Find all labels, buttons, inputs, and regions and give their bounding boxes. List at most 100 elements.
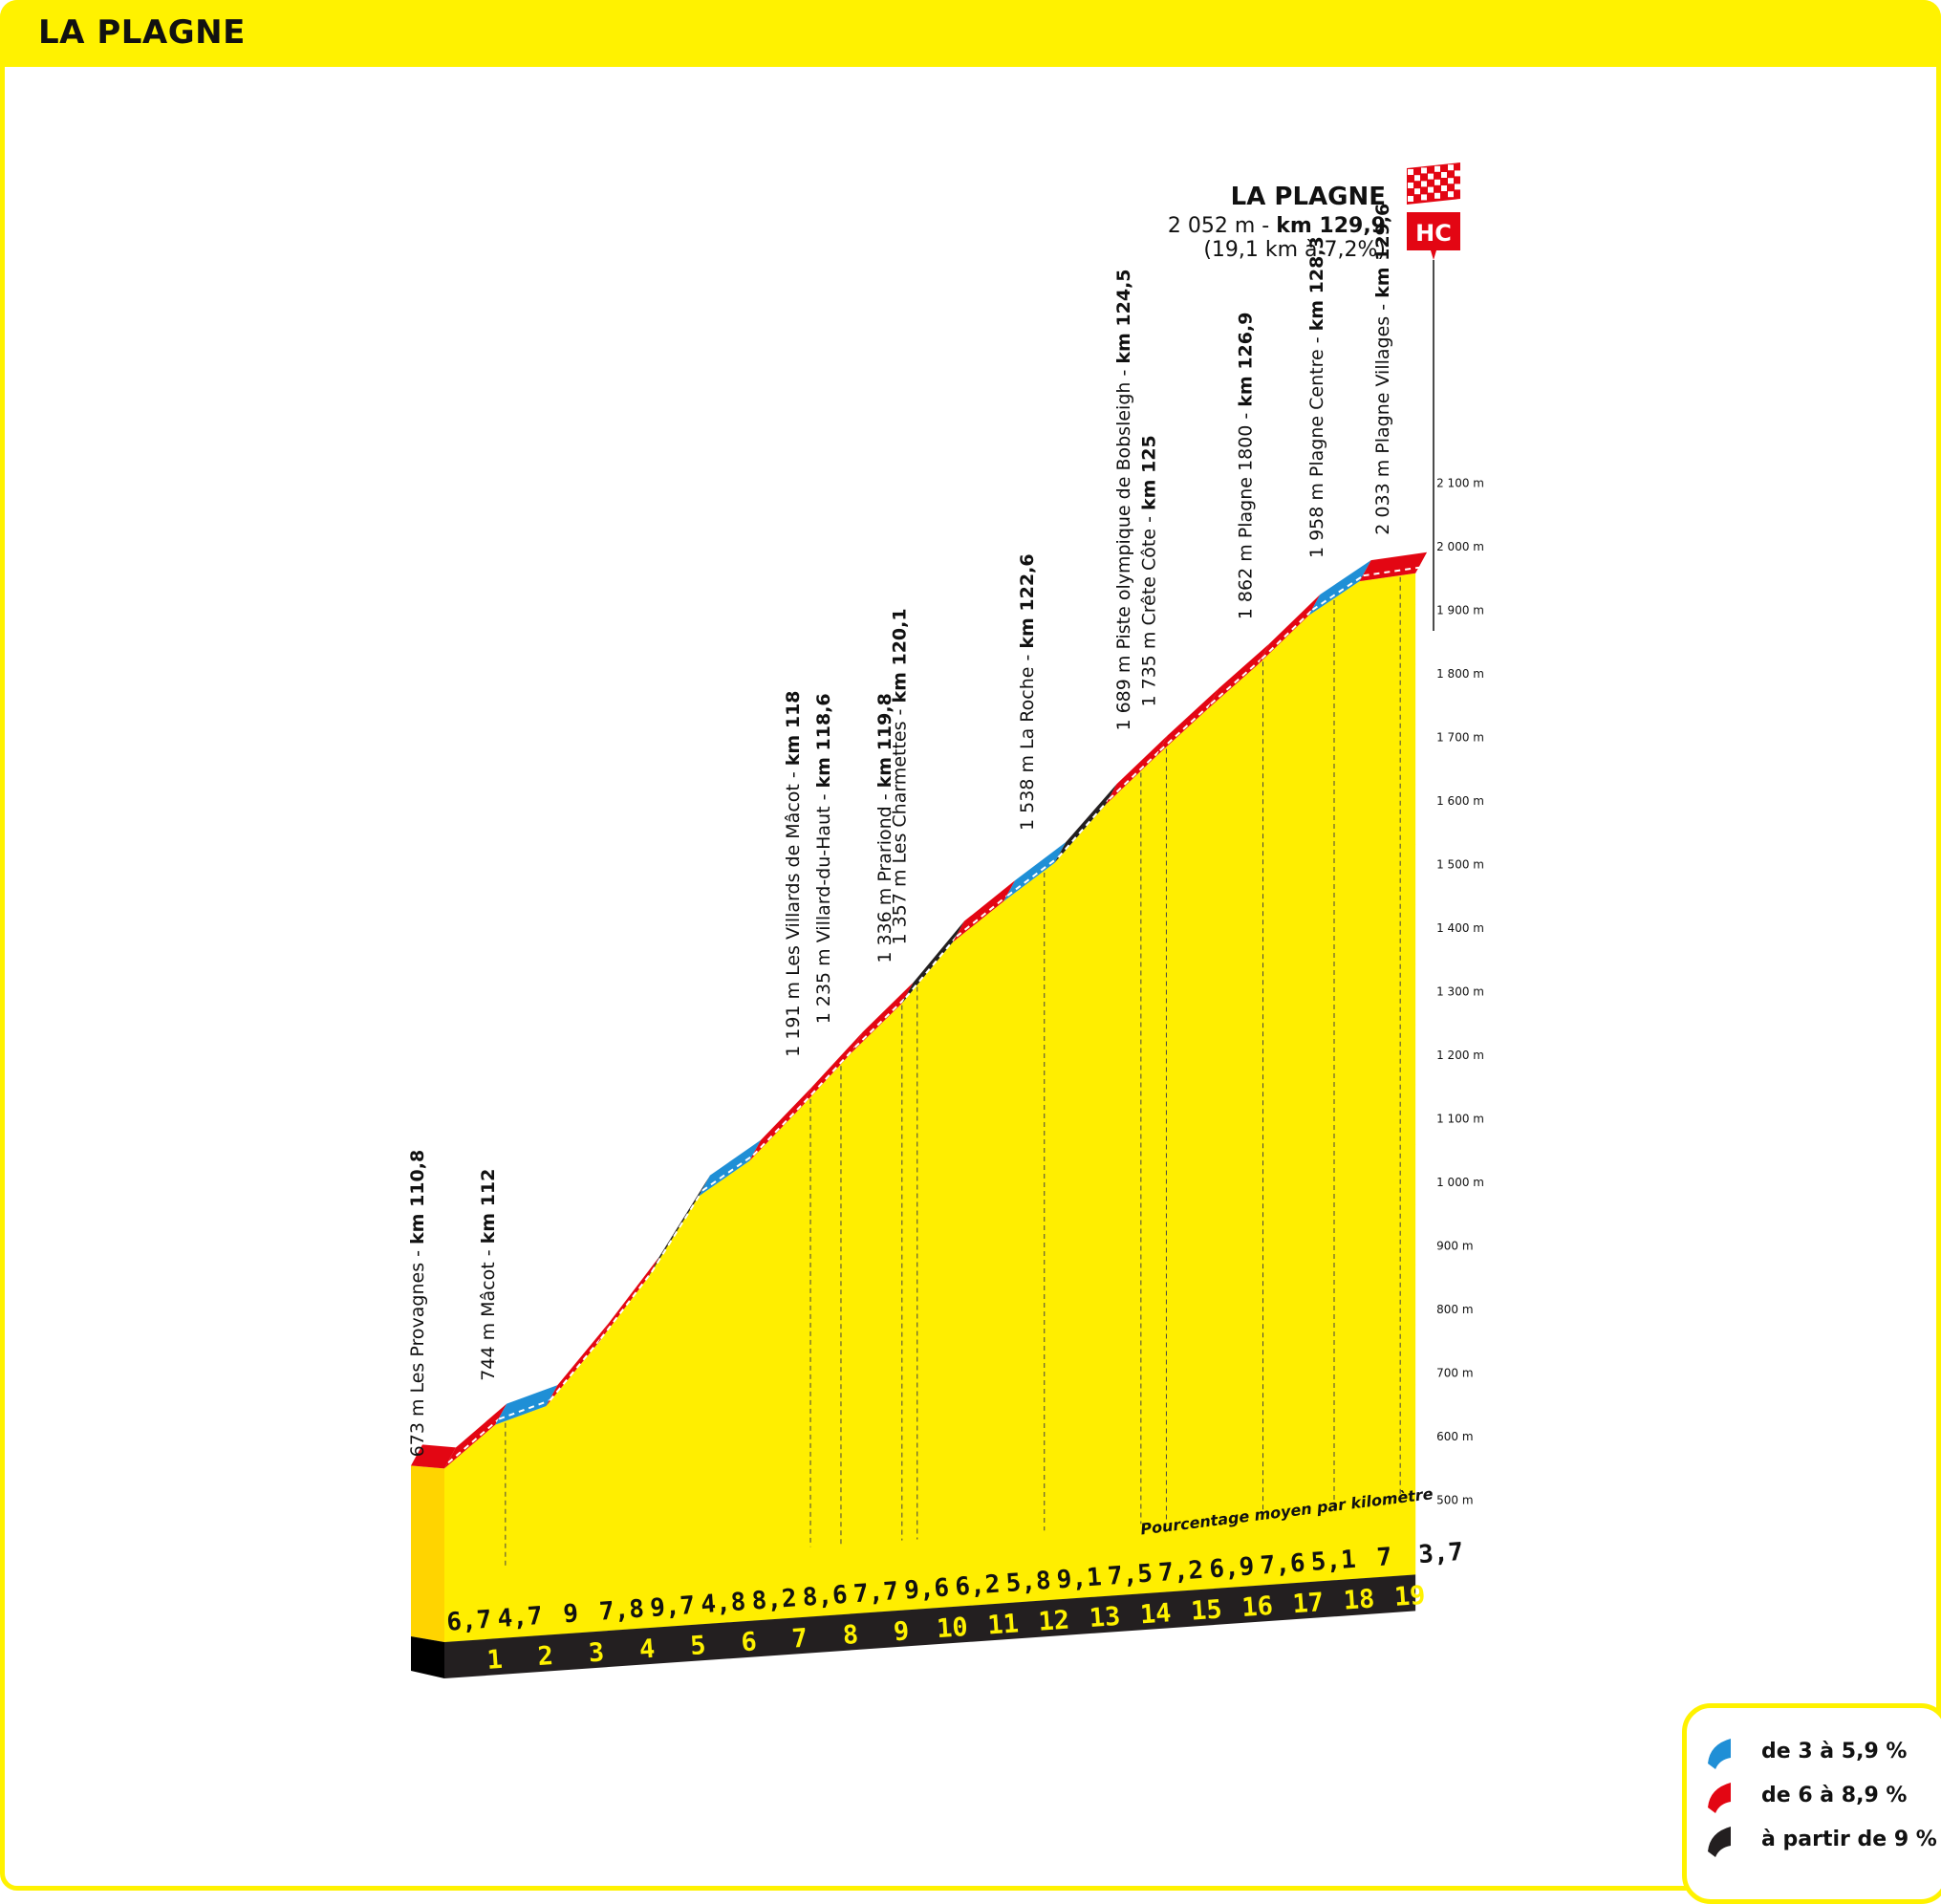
ribbon-segment — [901, 920, 964, 1004]
gradient-value: 6,2 — [954, 1570, 1001, 1602]
waypoint-name: 673 m Les Provagnes - — [407, 1244, 428, 1457]
legend-label: de 3 à 5,9 % — [1761, 1740, 1907, 1763]
gradient-value: 7,5 — [1107, 1560, 1154, 1591]
gradient-value: 9,6 — [903, 1573, 950, 1605]
km-marker: 11 — [986, 1609, 1020, 1640]
summit-climb-stats: (19,1 km à 7,2%) — [1203, 238, 1386, 262]
flag-check — [1421, 181, 1427, 187]
flag-check — [1434, 179, 1440, 185]
y-tick-label: 1 200 m — [1436, 1049, 1484, 1062]
waypoint-label: 1 862 m Plagne 1800 - km 126,9 — [1236, 313, 1257, 620]
flag-check — [1455, 184, 1460, 190]
y-tick-label: 600 m — [1436, 1430, 1473, 1443]
ribbon-dash — [650, 1190, 703, 1273]
km-marker: 2 — [537, 1641, 554, 1672]
waypoint-name: 1 958 m Plagne Centre - — [1306, 331, 1327, 558]
gradient-value: 9,1 — [1056, 1563, 1103, 1594]
waypoint-label: 1 958 m Plagne Centre - km 128,3 — [1306, 236, 1327, 558]
km-marker: 17 — [1292, 1588, 1326, 1619]
y-tick-label: 700 m — [1436, 1366, 1473, 1379]
ribbon-segment — [1054, 784, 1117, 863]
waypoint-name: 1 689 m Piste olympique de Bobsleigh - — [1113, 364, 1134, 731]
km-band — [444, 1574, 1416, 1678]
y-tick-label: 1 900 m — [1436, 603, 1484, 617]
waypoint-labels: 673 m Les Provagnes - km 110,8 744 m Mâco… — [407, 204, 1393, 1458]
waypoint-label: 1 336 m Prariond - km 119,8 — [874, 693, 895, 963]
waypoint-label: 1 538 m La Roche - km 122,6 — [1017, 553, 1038, 831]
blue-swatch-icon — [1708, 1739, 1731, 1769]
y-tick-label: 2 000 m — [1436, 540, 1484, 553]
gradient-value: 8,2 — [751, 1584, 798, 1615]
waypoint-name: 2 033 m Plagne Villages - — [1372, 298, 1393, 535]
km-marker: 15 — [1190, 1594, 1223, 1626]
waypoint-km: km 119,8 — [874, 693, 895, 788]
waypoint-label: 1 689 m Piste olympique de Bobsleigh - k… — [1113, 269, 1134, 730]
waypoint-label: 1 191 m Les Villards de Mâcot - km 118 — [783, 690, 804, 1056]
gradient-value: 4,8 — [700, 1588, 746, 1619]
gradient-ribbon — [411, 552, 1428, 1469]
flag-check — [1414, 188, 1420, 195]
flag-check — [1428, 173, 1434, 180]
waypoint-km: km 124,5 — [1113, 269, 1134, 363]
y-tick-label: 1 100 m — [1436, 1112, 1484, 1125]
y-tick-label: 1 300 m — [1436, 984, 1484, 998]
y-tick-label: 1 400 m — [1436, 921, 1484, 935]
flag-check — [1408, 169, 1413, 175]
km-band-side — [411, 1636, 444, 1678]
y-tick-label: 1 600 m — [1436, 794, 1484, 808]
summit-block: LA PLAGNE 2 052 m - km 129,9 (19,1 km à … — [1168, 162, 1460, 631]
flag-check — [1414, 175, 1420, 182]
ribbon-dash — [599, 1271, 653, 1340]
flag-check — [1448, 164, 1454, 171]
y-tick-label: 900 m — [1436, 1239, 1473, 1252]
waypoint-km: km 128,3 — [1306, 236, 1327, 331]
ribbon-dash — [498, 1399, 550, 1420]
waypoint-lines — [505, 576, 1401, 1569]
y-axis-ticks: 500 m 600 m 700 m 800 m 900 m 1 000 m 1 100 m 1… — [1436, 476, 1484, 1506]
km-marker: 18 — [1343, 1584, 1376, 1615]
waypoint-name: 1 336 m Prariond - — [874, 788, 895, 963]
km-marker: 9 — [893, 1616, 910, 1647]
km-marker: 13 — [1089, 1602, 1122, 1634]
flag-check — [1434, 165, 1440, 172]
gridline — [444, 573, 1416, 613]
profile-fill — [444, 573, 1416, 1642]
waypoint-km: km 118,6 — [813, 693, 834, 788]
gradient-value: 6,9 — [1208, 1552, 1255, 1584]
red-swatch-icon — [1708, 1783, 1731, 1813]
y-tick-label: 1 500 m — [1436, 857, 1484, 871]
gradient-value: 5,8 — [1005, 1567, 1052, 1598]
ribbon-segment — [546, 1323, 609, 1407]
black-swatch-icon — [1708, 1827, 1731, 1857]
y-tick-label: 2 100 m — [1436, 476, 1484, 489]
y-tick-label: 800 m — [1436, 1303, 1473, 1316]
gradient-value: 5,1 — [1310, 1546, 1357, 1577]
gradient-value: 7,7 — [852, 1577, 899, 1609]
waypoint-name: 1 235 m Villard-du-Haut - — [813, 789, 834, 1025]
flag-check — [1428, 186, 1434, 193]
waypoint-name: 1 357 m Les Charmettes - — [890, 703, 911, 945]
km-marker: 10 — [936, 1612, 969, 1644]
ribbon-dash — [956, 895, 1008, 938]
km-marker: 6 — [740, 1627, 757, 1657]
y-tick-label: 1 800 m — [1436, 667, 1484, 681]
ribbon-segment — [749, 1087, 812, 1161]
ribbon-segment — [1258, 594, 1321, 665]
flag-check — [1441, 172, 1447, 178]
km-marker: 4 — [638, 1634, 656, 1665]
km-base-strip: 6,7 4,7 9 7,8 9,7 4,8 8,2 8,6 7,7 9,6 6,2 5,8 9,1 7,5… — [411, 1504, 1464, 1678]
ribbon-dash — [1261, 609, 1314, 660]
km-marker: 19 — [1393, 1581, 1427, 1612]
header-bar: LA PLAGNE — [0, 0, 1941, 67]
gradient-value: 9,7 — [649, 1591, 696, 1623]
ribbon-dash — [1006, 856, 1060, 897]
waypoint-km: km 120,1 — [890, 608, 911, 703]
km-marker: 16 — [1240, 1591, 1274, 1623]
flag-check — [1455, 170, 1460, 177]
gradient-value: 3,7 — [1417, 1538, 1464, 1569]
gradient-value: 7,6 — [1260, 1548, 1306, 1580]
ribbon-segment — [596, 1256, 659, 1345]
waypoint-km: km 112 — [478, 1169, 499, 1244]
ribbon-dash — [1363, 566, 1420, 577]
waypoint-name: 1 538 m La Roche - — [1017, 649, 1038, 831]
